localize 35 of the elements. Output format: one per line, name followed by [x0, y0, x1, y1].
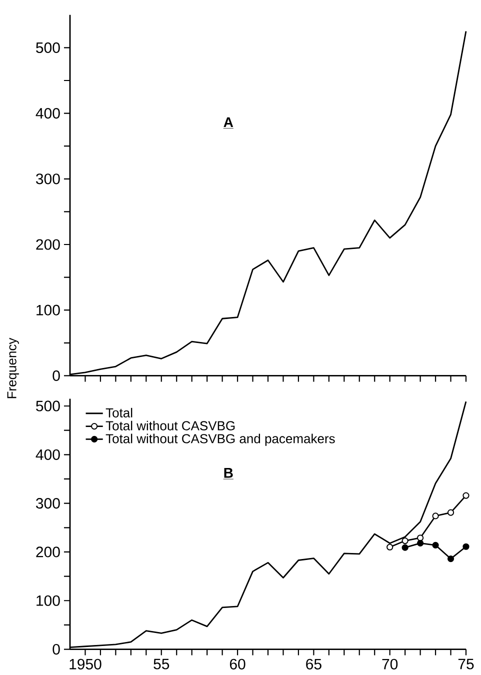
point — [432, 512, 439, 520]
x-tick-label: 70 — [382, 658, 398, 670]
y-tick-label: 500 — [36, 42, 60, 54]
y-axis-title: Frequency — [7, 338, 19, 398]
annotation: A — [224, 117, 234, 127]
y-tick-label: 100 — [36, 595, 60, 606]
x-tick-label: 1950 — [70, 658, 102, 670]
legend-label: Total — [106, 408, 132, 418]
legend-label: Total without CASVBG — [106, 420, 235, 430]
y-tick-label: 100 — [36, 304, 60, 316]
annotation: B — [224, 468, 233, 478]
x-tick-label: 75 — [458, 658, 474, 670]
y-tick-label: 500 — [36, 400, 60, 412]
point — [447, 555, 454, 562]
y-tick-label: 200 — [36, 239, 60, 250]
y-tick-label: 0 — [52, 370, 60, 381]
y-tick-label: 300 — [36, 498, 60, 509]
point — [402, 544, 408, 551]
y-tick-label: 0 — [52, 644, 60, 655]
point — [386, 544, 394, 550]
point — [417, 540, 424, 547]
point — [417, 534, 424, 542]
y-tick-label: 200 — [36, 546, 60, 558]
legend-label: Total without CASVBG and pacemakers — [106, 434, 335, 446]
y-tick-label: 400 — [36, 449, 60, 460]
point — [462, 492, 470, 499]
point — [447, 509, 454, 516]
y-tick-label: 300 — [36, 174, 60, 184]
point — [402, 537, 408, 544]
x-tick-label: 65 — [306, 658, 322, 670]
point — [432, 542, 439, 548]
x-tick-label: 60 — [230, 658, 246, 670]
y-tick-label: 400 — [36, 108, 60, 119]
x-tick-label: 55 — [154, 658, 170, 670]
point — [462, 543, 470, 550]
